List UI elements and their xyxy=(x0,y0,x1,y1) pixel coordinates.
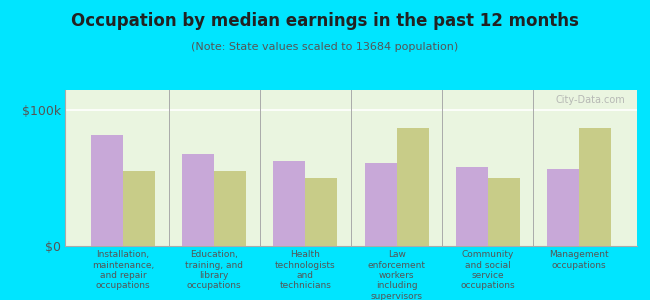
Bar xyxy=(274,160,305,246)
Bar xyxy=(456,167,488,246)
Bar xyxy=(365,163,396,246)
Bar xyxy=(579,128,611,246)
Bar xyxy=(488,178,520,246)
Text: City-Data.com: City-Data.com xyxy=(556,95,625,105)
Bar xyxy=(214,171,246,246)
Bar xyxy=(123,171,155,246)
Text: Occupation by median earnings in the past 12 months: Occupation by median earnings in the pas… xyxy=(71,12,579,30)
Bar xyxy=(396,128,428,246)
Bar xyxy=(182,154,214,246)
Bar xyxy=(91,135,123,246)
Text: (Note: State values scaled to 13684 population): (Note: State values scaled to 13684 popu… xyxy=(191,42,459,52)
Bar xyxy=(306,178,337,246)
Bar xyxy=(547,169,579,246)
